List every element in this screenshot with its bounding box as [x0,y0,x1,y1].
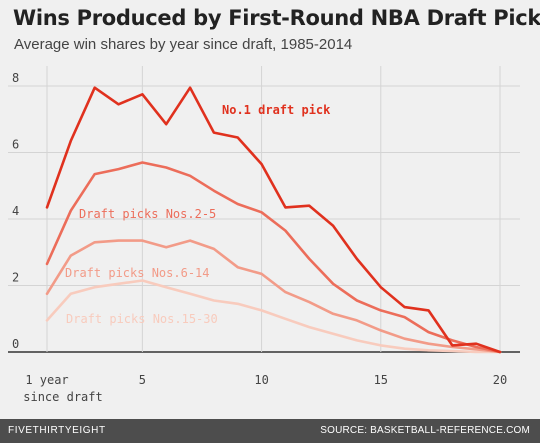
x-tick-label: 10 [254,373,268,387]
y-tick-label: 8 [12,71,19,85]
y-axis-ticks: 0 2 4 6 8 [12,71,19,351]
y-tick-label: 0 [12,337,19,351]
source-credit: SOURCE: BASKETBALL-REFERENCE.COM [320,425,530,436]
y-tick-label: 6 [12,138,19,152]
footer-bar: FIVETHIRTYEIGHT SOURCE: BASKETBALL-REFER… [0,419,540,443]
series-labels: No.1 draft pick Draft picks Nos.2-5 Draft … [65,103,331,326]
series-line-4 [45,279,502,354]
series-label-2: Draft picks Nos.2-5 [79,207,216,221]
x-axis-ticks: 1 year 5 10 15 20 since draft [23,373,507,404]
chart-subtitle: Average win shares by year since draft, … [14,36,353,53]
x-tick-label: 5 [139,373,146,387]
series-label-4: Draft picks Nos.15-30 [66,312,218,326]
series-lines [45,86,502,354]
series-line-3 [45,239,502,354]
x-tick-label: 20 [493,373,507,387]
x-tick-sublabel: since draft [23,390,102,404]
series-line-2 [45,161,502,354]
grid-lines [8,66,520,353]
series-line-1 [45,86,502,354]
brand-logo: FIVETHIRTYEIGHT [8,425,106,436]
series-label-1: No.1 draft pick [222,103,331,117]
y-tick-label: 4 [12,204,19,218]
x-tick-label: 15 [374,373,388,387]
line-chart: 0 2 4 6 8 1 year 5 10 15 20 since draft No.1 draf… [8,66,520,404]
chart-title: Wins Produced by First-Round NBA Draft P… [13,6,540,30]
y-tick-label: 2 [12,271,19,285]
x-tick-label: 1 year [25,373,68,387]
series-label-3: Draft picks Nos.6-14 [65,266,210,280]
